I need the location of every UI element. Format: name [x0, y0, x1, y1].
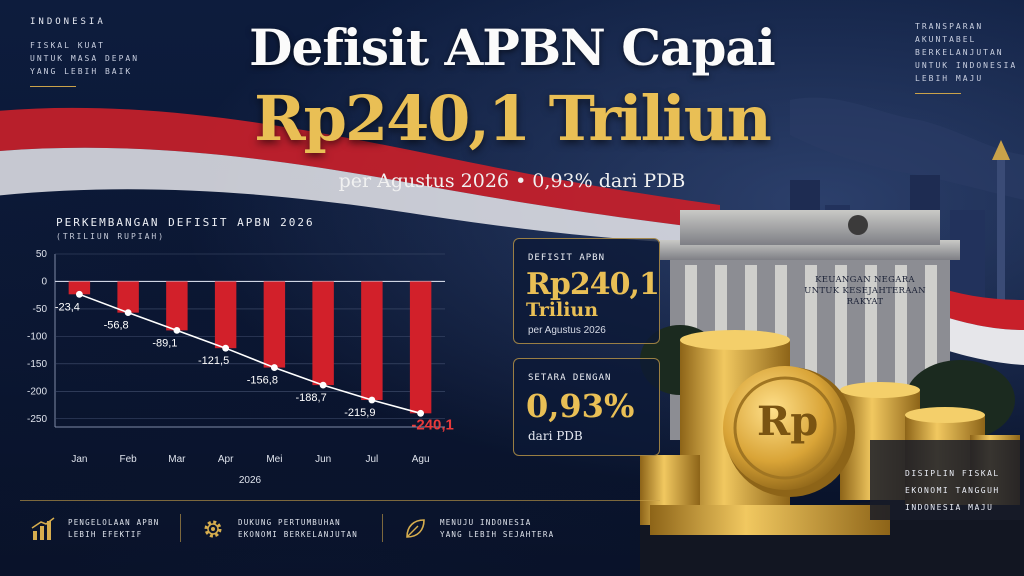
- x-axis-label: 2026: [239, 475, 262, 486]
- bar: [312, 281, 334, 386]
- corner-right-line: TRANSPARAN: [915, 22, 984, 31]
- tagline-line: DISIPLIN FISKAL: [905, 469, 1000, 478]
- feature-item: DUKUNG PERTUMBUHAN EKONOMI BERKELANJUTAN: [200, 512, 358, 546]
- y-tick-label: -200: [27, 386, 47, 397]
- bar: [68, 281, 91, 295]
- pedestal-tagline: DISIPLIN FISKAL EKONOMI TANGGUH INDONESI…: [905, 465, 1000, 516]
- data-label: -23,4: [55, 301, 80, 313]
- bar-chart-icon: [31, 517, 55, 540]
- divider: [180, 514, 181, 542]
- gear-icon: [204, 520, 222, 538]
- y-tick-label: -50: [33, 304, 48, 315]
- corner-left-line: UNTUK MASA DEPAN: [30, 54, 140, 63]
- bar: [263, 281, 286, 368]
- bar: [409, 281, 432, 414]
- data-point: [222, 344, 230, 352]
- inscription-line-1: KEUANGAN NEGARA: [815, 275, 915, 285]
- divider: [20, 500, 660, 501]
- data-label: -156,8: [247, 375, 278, 387]
- bar: [166, 281, 188, 331]
- bar: [214, 281, 237, 349]
- data-label: -188,7: [296, 392, 327, 404]
- page-title: Defisit APBN Capai: [249, 18, 776, 77]
- corner-left-line: YANG LEBIH BAIK: [30, 67, 133, 76]
- data-point: [417, 409, 425, 417]
- data-label: -121,5: [198, 355, 229, 367]
- feature-text: DUKUNG PERTUMBUHAN EKONOMI BERKELANJUTAN: [238, 518, 359, 539]
- corner-right-text: TRANSPARAN AKUNTABEL BERKELANJUTAN UNTUK…: [915, 20, 1017, 94]
- chart-unit: (TRILIUN RUPIAH): [56, 232, 166, 241]
- feature-item: PENGELOLAAN APBN LEBIH EFEKTIF: [30, 512, 159, 546]
- feature-text: PENGELOLAAN APBN LEBIH EFEKTIF: [68, 518, 160, 539]
- bar: [361, 281, 383, 401]
- chart-title: PERKEMBANGAN DEFISIT APBN 2026: [56, 216, 315, 229]
- deficit-box-note: per Agustus 2026: [528, 325, 606, 336]
- corner-left-text: INDONESIA FISKAL KUAT UNTUK MASA DEPAN Y…: [30, 16, 139, 87]
- building-inscription: KEUANGAN NEGARA UNTUK KESEJAHTERAAN RAKY…: [790, 275, 940, 308]
- y-tick-label: 0: [41, 276, 47, 287]
- y-tick-label: 50: [36, 249, 48, 260]
- x-tick-label: Jun: [315, 454, 331, 465]
- corner-left-heading: INDONESIA: [30, 17, 106, 27]
- data-point: [368, 396, 376, 404]
- divider: [30, 86, 76, 87]
- x-tick-label: Apr: [218, 454, 234, 465]
- deficit-info-box: DEFISIT APBN Rp240,1 Triliun per Agustus…: [513, 238, 660, 344]
- feature-item: MENUJU INDONESIA YANG LEBIH SEJAHTERA: [402, 512, 554, 546]
- x-tick-label: Jan: [71, 454, 87, 465]
- feature-text: MENUJU INDONESIA YANG LEBIH SEJAHTERA: [440, 518, 555, 539]
- gdp-box-note: dari PDB: [528, 429, 583, 443]
- divider: [915, 93, 961, 94]
- corner-left-line: FISKAL KUAT: [30, 41, 105, 50]
- y-tick-label: -100: [27, 331, 47, 342]
- page-subtitle: per Agustus 2026 • 0,93% dari PDB: [338, 170, 686, 192]
- x-tick-label: Mar: [168, 454, 186, 465]
- gdp-info-box: SETARA DENGAN 0,93% dari PDB: [513, 358, 660, 456]
- y-tick-label: -250: [27, 414, 47, 425]
- corner-right-line: BERKELANJUTAN: [915, 48, 1004, 57]
- data-label: -240,1: [411, 416, 454, 433]
- headline-amount: Rp240,1 Triliun: [254, 82, 772, 155]
- data-label: -56,8: [104, 320, 129, 332]
- deficit-box-unit: Triliun: [526, 299, 599, 321]
- inscription-line-2: UNTUK KESEJAHTERAAN RAKYAT: [804, 286, 926, 307]
- tagline-line: EKONOMI TANGGUH: [905, 486, 1000, 495]
- gdp-box-label: SETARA DENGAN: [528, 373, 612, 383]
- data-point: [319, 381, 327, 389]
- trend-line: [79, 293, 421, 415]
- gdp-box-value: 0,93%: [526, 387, 635, 425]
- data-label: -89,1: [152, 337, 177, 349]
- x-tick-label: Feb: [120, 454, 138, 465]
- bar: [117, 281, 139, 313]
- x-tick-label: Mei: [266, 454, 282, 465]
- deficit-box-label: DEFISIT APBN: [528, 253, 606, 263]
- indonesian-flag-ribbon: [0, 107, 720, 245]
- x-tick-label: Agu: [412, 454, 430, 465]
- deficit-bar-chart: 50 0 -50 -100 -150 -200 -250 -23,4 -56,8 -89,1 -12…: [27, 249, 454, 486]
- deficit-box-value: Rp240,1: [526, 267, 660, 302]
- data-label: -215,9: [344, 407, 375, 419]
- tagline-line: INDONESIA MAJU: [905, 503, 994, 512]
- leaf-icon: [406, 519, 425, 538]
- corner-right-line: UNTUK INDONESIA: [915, 61, 1018, 70]
- corner-right-line: LEBIH MAJU: [915, 74, 984, 83]
- coin-symbol: Rp: [757, 398, 819, 445]
- x-tick-label: Jul: [365, 454, 378, 465]
- corner-right-line: AKUNTABEL: [915, 35, 977, 44]
- right-illustration: [640, 97, 1024, 576]
- data-point: [173, 326, 181, 334]
- divider: [382, 514, 383, 542]
- data-point: [75, 290, 83, 298]
- y-tick-label: -150: [27, 359, 47, 370]
- data-point: [270, 364, 278, 371]
- data-point: [124, 309, 132, 317]
